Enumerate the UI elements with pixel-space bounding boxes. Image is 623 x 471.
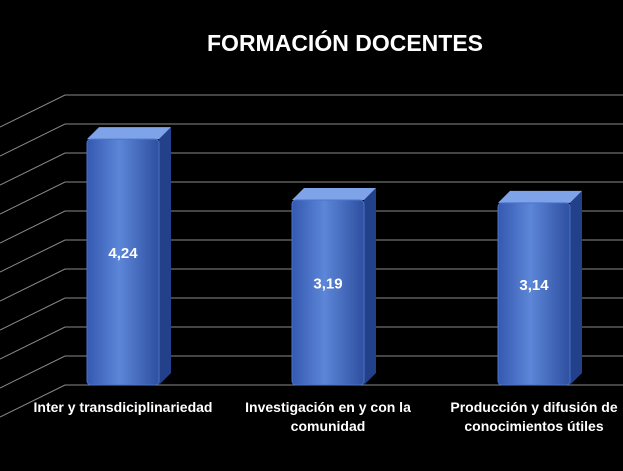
grid-line	[0, 123, 623, 157]
bar-top	[292, 187, 376, 200]
x-tick-label: Producción y difusión de conocimientos ú…	[450, 399, 618, 434]
bar-top	[498, 190, 582, 203]
grid-line	[0, 210, 623, 244]
bar-side	[570, 190, 582, 385]
bar-top	[87, 127, 171, 140]
chart-title: FORMACIÓN DOCENTES	[207, 29, 483, 56]
grid-line	[0, 355, 623, 389]
grid-line	[0, 384, 623, 418]
bar	[86, 138, 160, 386]
grid-line	[0, 239, 623, 273]
bar	[497, 202, 571, 386]
x-tick-label: Investigación en y con la comunidad	[245, 399, 411, 434]
data-label: 4,24	[108, 245, 138, 262]
grid-line	[0, 94, 623, 128]
data-label: 3,14	[519, 277, 549, 294]
x-tick-label: Inter y transdiciplinariedad	[33, 399, 213, 415]
grid-line	[0, 152, 623, 186]
grid-line	[0, 326, 623, 360]
grid-line	[0, 297, 623, 331]
bar-side	[159, 127, 171, 385]
grid-line	[0, 181, 623, 215]
bar	[291, 199, 365, 386]
data-label: 3,19	[313, 275, 342, 292]
bar-side	[364, 187, 376, 385]
grid-line	[0, 268, 623, 302]
